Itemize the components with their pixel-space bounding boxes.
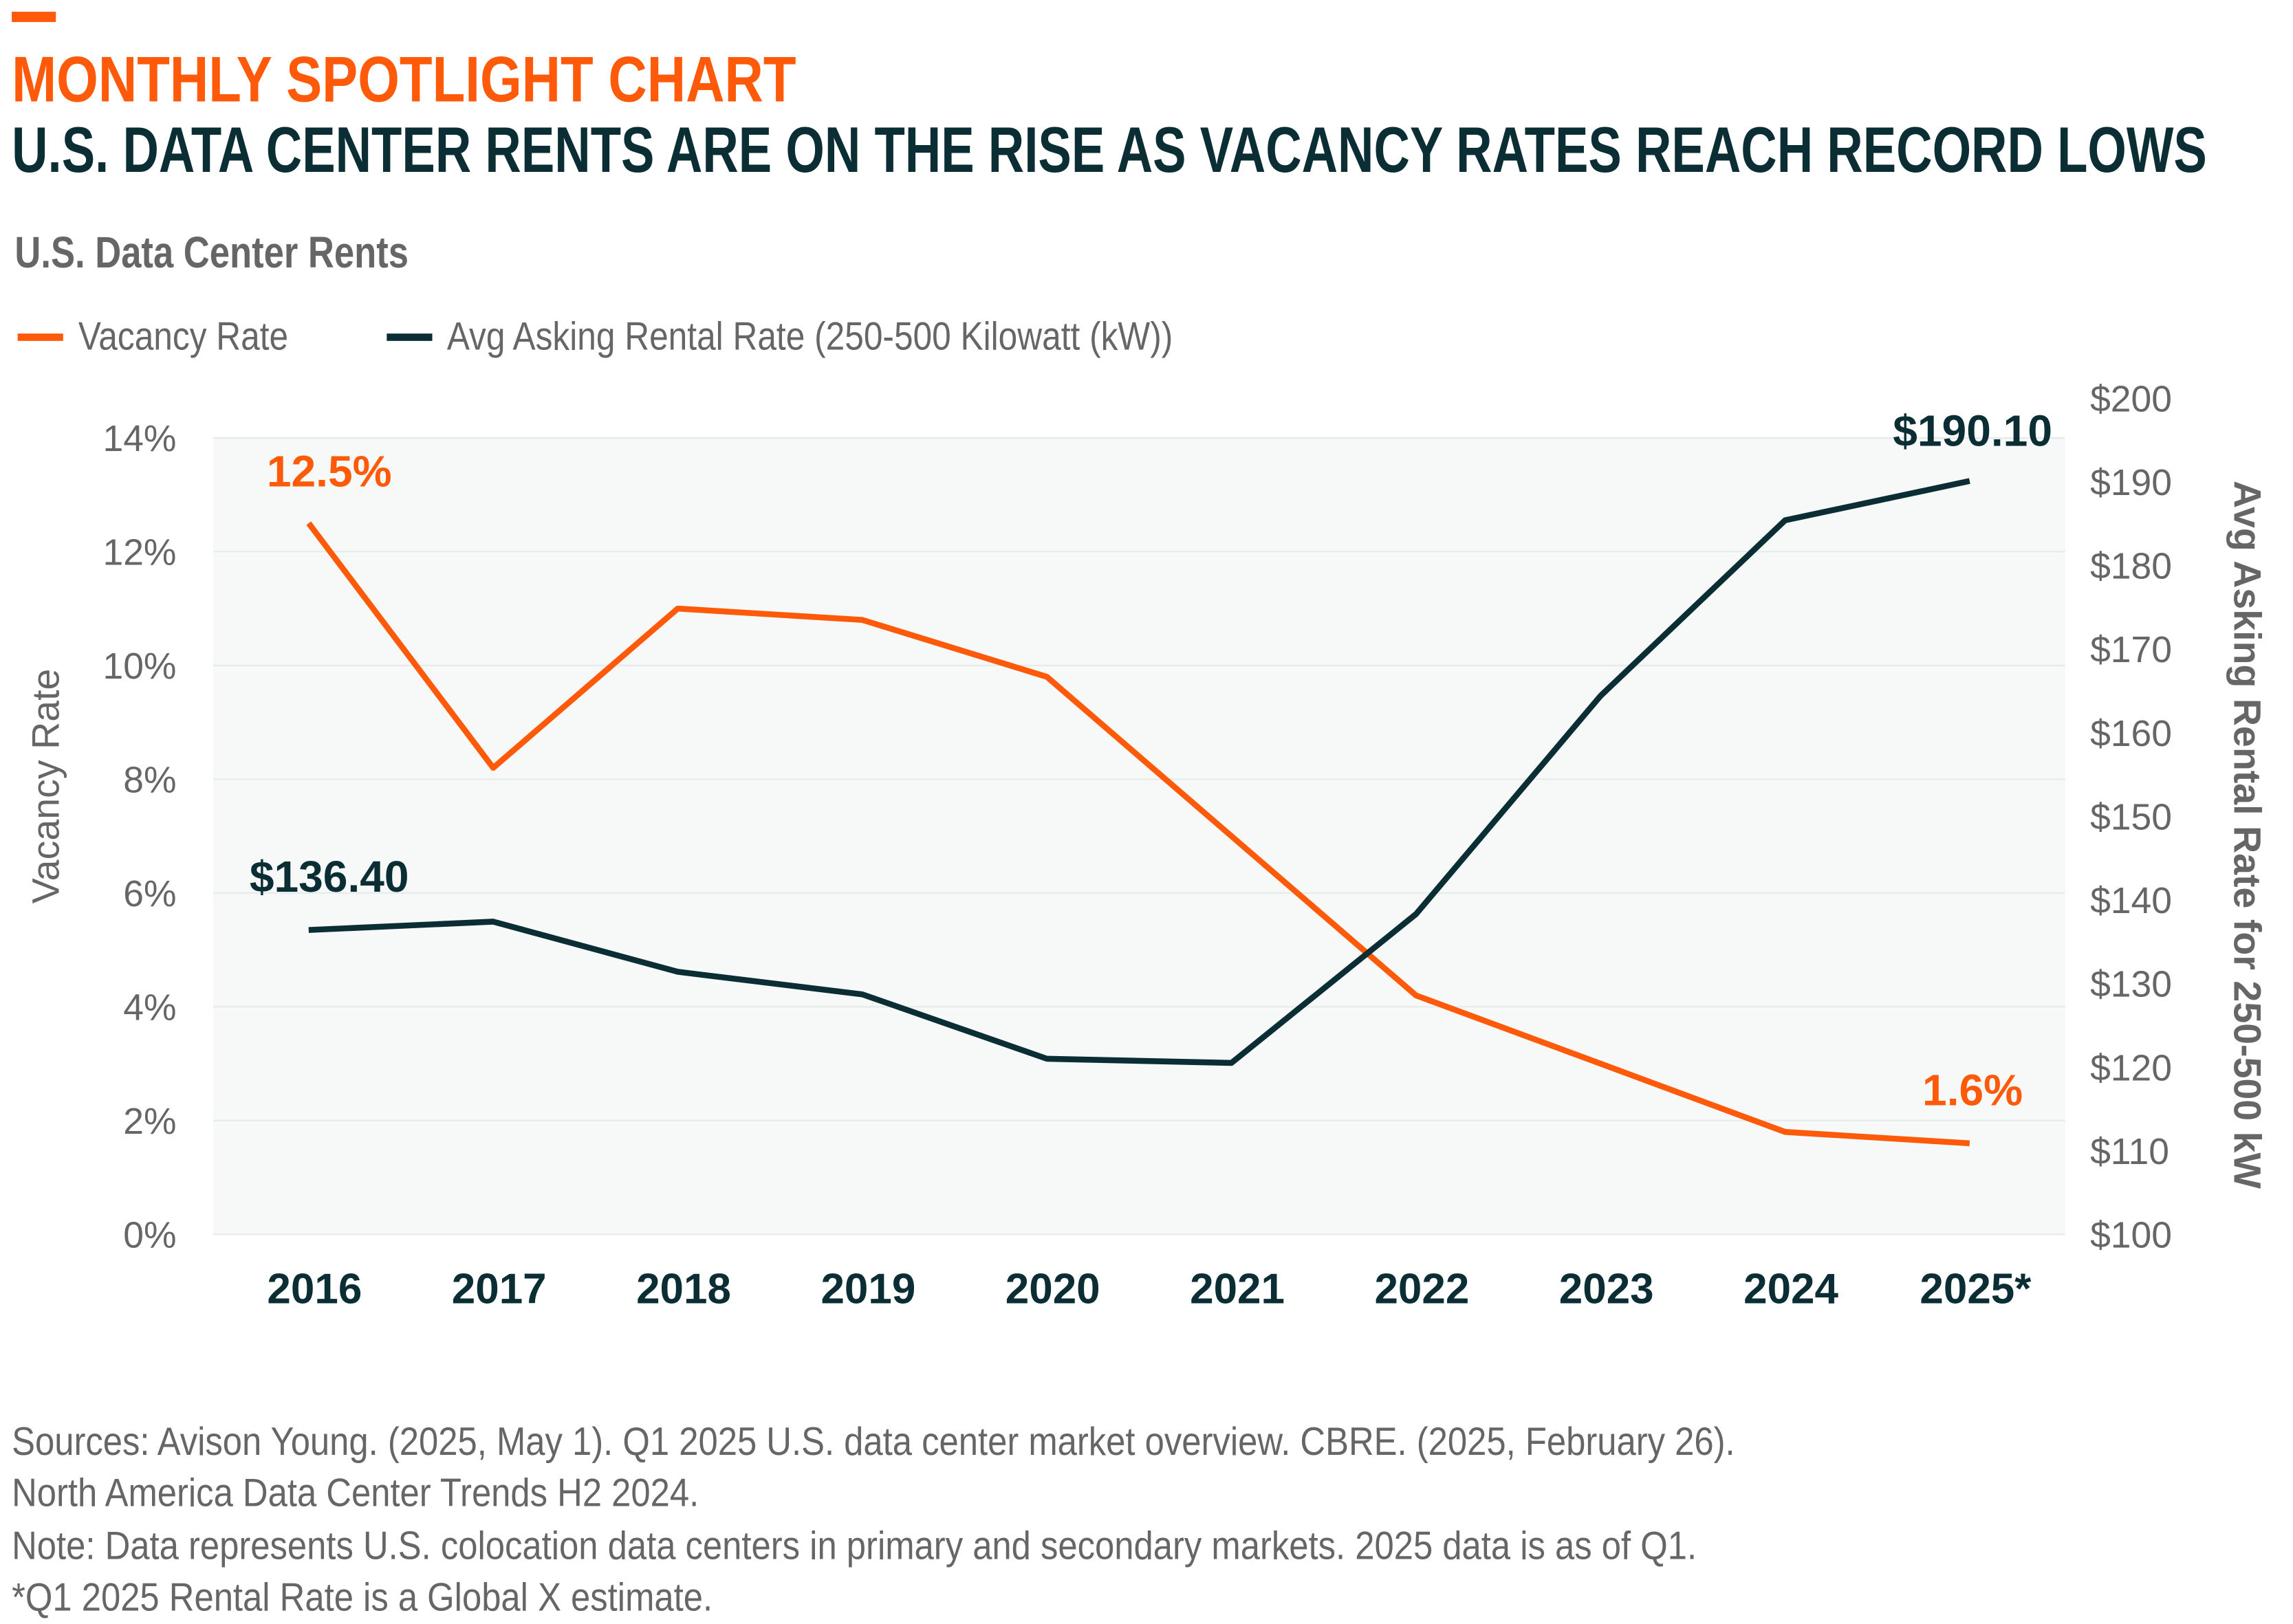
x-tick-label: 2022 bbox=[1374, 1266, 1469, 1313]
left-tick-label: 0% bbox=[123, 1215, 176, 1255]
headline: U.S. DATA CENTER RENTS ARE ON THE RISE A… bbox=[12, 115, 2293, 188]
right-tick-label: $110 bbox=[2090, 1132, 2169, 1172]
left-axis-title: Vacancy Rate bbox=[24, 669, 67, 904]
right-tick-label: $180 bbox=[2090, 547, 2172, 587]
right-tick-label: $150 bbox=[2090, 797, 2172, 837]
legend-swatch-rent bbox=[386, 333, 432, 341]
x-tick-label: 2017 bbox=[452, 1266, 547, 1313]
legend: Vacancy Rate Avg Asking Rental Rate (250… bbox=[17, 306, 1464, 360]
headline-text: U.S. DATA CENTER RENTS ARE ON THE RISE A… bbox=[12, 114, 2207, 187]
x-tick-label: 2021 bbox=[1190, 1266, 1285, 1313]
right-tick-label: $130 bbox=[2090, 965, 2172, 1005]
left-tick-label: 10% bbox=[103, 646, 177, 687]
right-tick-label: $170 bbox=[2090, 630, 2172, 670]
footnote-note: Note: Data represents U.S. colocation da… bbox=[12, 1524, 1697, 1568]
kicker-title: MONTHLY SPOTLIGHT CHART bbox=[12, 44, 957, 118]
footnote-sources: Sources: Avison Young. (2025, May 1). Q1… bbox=[12, 1419, 1735, 1464]
legend-item-vacancy: Vacancy Rate bbox=[17, 314, 289, 360]
x-tick-label: 2018 bbox=[636, 1266, 731, 1313]
right-tick-label: $100 bbox=[2090, 1215, 2172, 1255]
data-label: $190.10 bbox=[1893, 406, 2052, 455]
right-tick-label: $200 bbox=[2090, 379, 2172, 419]
left-tick-label: 2% bbox=[123, 1101, 176, 1142]
x-tick-label: 2023 bbox=[1559, 1266, 1654, 1313]
legend-label-vacancy: Vacancy Rate bbox=[78, 314, 289, 359]
x-tick-label: 2016 bbox=[267, 1266, 362, 1313]
right-axis-title: Avg Asking Rental Rate for 250-500 kW bbox=[2226, 481, 2269, 1189]
data-label: 1.6% bbox=[1922, 1065, 2023, 1115]
left-tick-label: 14% bbox=[103, 419, 177, 459]
x-tick-label: 2020 bbox=[1006, 1266, 1100, 1313]
right-tick-label: $120 bbox=[2090, 1048, 2172, 1088]
left-tick-label: 8% bbox=[123, 760, 176, 801]
right-tick-label: $190 bbox=[2090, 463, 2172, 503]
left-tick-label: 6% bbox=[123, 874, 176, 914]
right-tick-label: $160 bbox=[2090, 714, 2172, 754]
vacancy-rate-line bbox=[306, 521, 1970, 1147]
accent-bar bbox=[12, 12, 56, 23]
x-tick-label: 2019 bbox=[821, 1266, 915, 1313]
rental-rate-line bbox=[308, 478, 1970, 1066]
legend-label-rent: Avg Asking Rental Rate (250-500 Kilowatt… bbox=[446, 314, 1173, 359]
x-tick-label: 2025* bbox=[1920, 1266, 2032, 1313]
left-tick-label: 12% bbox=[103, 533, 177, 573]
footnote-estimate: *Q1 2025 Rental Rate is a Global X estim… bbox=[12, 1575, 713, 1620]
footnote-sources-cont: North America Data Center Trends H2 2024… bbox=[12, 1471, 699, 1515]
legend-swatch-vacancy bbox=[17, 333, 63, 341]
x-tick-label: 2024 bbox=[1743, 1266, 1838, 1313]
left-tick-label: 4% bbox=[123, 988, 176, 1029]
kicker-text: MONTHLY SPOTLIGHT CHART bbox=[12, 44, 796, 116]
right-tick-label: $140 bbox=[2090, 881, 2172, 921]
plot-background bbox=[213, 437, 2065, 1235]
legend-item-rent: Avg Asking Rental Rate (250-500 Kilowatt… bbox=[386, 314, 1173, 360]
data-label: 12.5% bbox=[267, 447, 392, 496]
chart-title-text: U.S. Data Center Rents bbox=[14, 229, 409, 278]
chart-title: U.S. Data Center Rents bbox=[14, 229, 495, 279]
data-label: $136.40 bbox=[250, 852, 409, 901]
